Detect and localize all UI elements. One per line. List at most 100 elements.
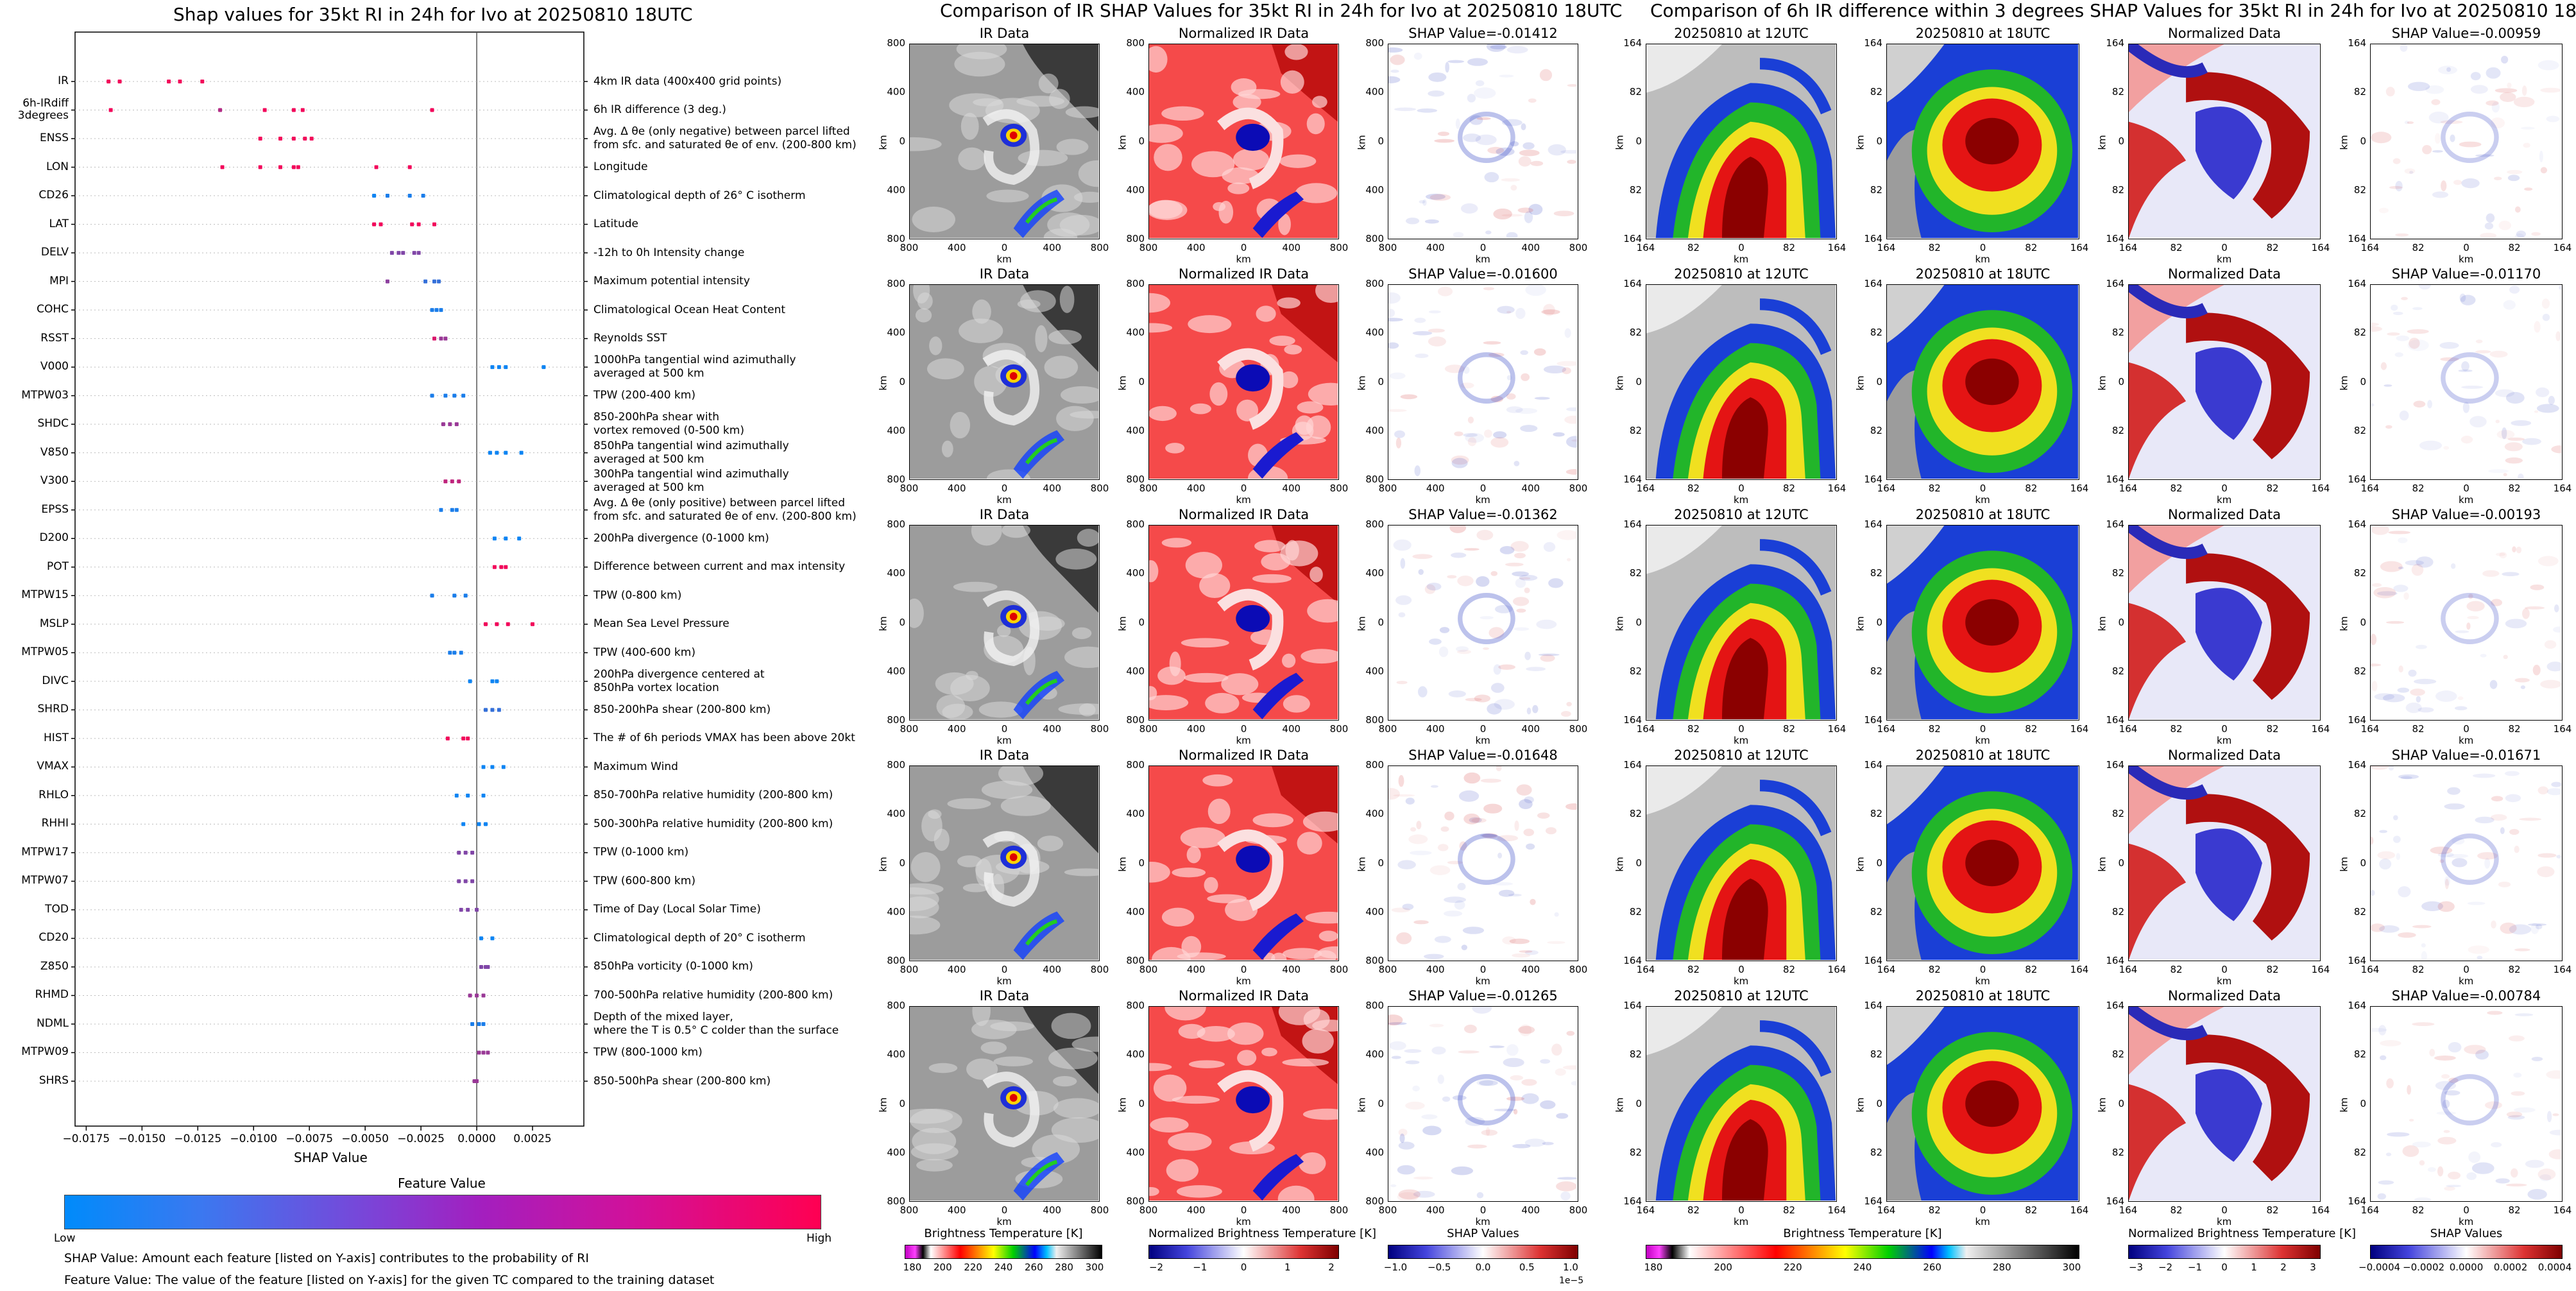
diff-background [1646, 285, 1836, 479]
feature-name-label: RHMD [35, 988, 69, 1002]
shap-point [430, 393, 434, 398]
shap-speckle [1463, 433, 1478, 438]
norm-cloud-patch [1306, 113, 1325, 135]
ndiff-cold [2195, 828, 2262, 921]
cloud-patch [972, 299, 991, 324]
cloud-patch [910, 137, 942, 151]
shap-ring [2441, 111, 2499, 163]
shap-speckle [1560, 711, 1571, 717]
shap-point [303, 137, 307, 141]
shap-speckle [2538, 1168, 2556, 1181]
xtick-label: 0 [1001, 242, 1008, 253]
shap-speckle [2552, 1113, 2559, 1116]
norm-cloud-patch [1238, 89, 1281, 99]
dry-region [1023, 285, 1098, 372]
xtick-label: 82 [2266, 242, 2279, 253]
shap-speckle [2380, 362, 2387, 370]
shap-speckle [2467, 615, 2479, 620]
shap-speckle [1391, 1056, 1401, 1059]
shap-speckle [1390, 1184, 1397, 1188]
shap-speckle [2409, 171, 2414, 174]
cloud-patch [1013, 843, 1041, 873]
feature-description: 850hPa vorticity (0-1000 km) [593, 960, 753, 973]
shap-speckle [1541, 309, 1560, 315]
shap-speckle [2518, 474, 2524, 479]
norm-background [1149, 766, 1338, 960]
xtick-label: −0.0075 [286, 1133, 334, 1145]
shap-speckle [2491, 796, 2503, 801]
norm-background [1149, 44, 1338, 238]
cloud-patch [1000, 796, 1051, 816]
cloud-patch [1018, 611, 1062, 640]
shap-speckle [1454, 431, 1463, 436]
xtick-label: 82 [2508, 242, 2521, 253]
spiral-band [982, 350, 1039, 426]
ytick-label: 164 [1623, 474, 1642, 485]
shap-speckle [1412, 330, 1433, 336]
xtick-label: 0 [1979, 964, 1986, 975]
panel-title: IR Data [979, 507, 1030, 522]
xtick-label: 400 [1043, 723, 1062, 735]
shap-speckle [2379, 858, 2392, 870]
shap-speckle [1425, 193, 1446, 200]
shap-speckle [1396, 932, 1412, 945]
shap-speckle [1492, 882, 1514, 886]
xtick-label: 164 [2360, 242, 2380, 253]
shap-speckle [1396, 681, 1408, 685]
xtick-label: 82 [2266, 723, 2279, 735]
convection-core [1005, 369, 1021, 383]
shap-speckle [2444, 878, 2449, 889]
shap-speckle [1494, 699, 1515, 710]
norm-cloud-patch [1180, 827, 1225, 848]
shap-speckle [2475, 339, 2483, 344]
norm-cloud-patch [1301, 649, 1338, 664]
ytick-label: 400 [1365, 567, 1384, 579]
norm-cloud-patch [1280, 70, 1304, 94]
yaxis-unit: km [1356, 1097, 1368, 1113]
ytick-label: 0 [1138, 616, 1145, 628]
shap-point [454, 793, 459, 798]
ytick-label: 164 [1864, 714, 1882, 726]
convection-core [1005, 128, 1021, 142]
ytick-label: 400 [1365, 327, 1384, 339]
xtick-label: 164 [2553, 723, 2572, 735]
convection-core [1000, 845, 1027, 869]
shap-speckle [1518, 1025, 1535, 1034]
yaxis-unit: km [877, 375, 889, 391]
shap-speckle [2471, 1162, 2495, 1174]
shap-speckle [1548, 144, 1566, 156]
diff-cloud-band [1942, 1061, 2042, 1154]
shap-speckle [1397, 1165, 1415, 1175]
cloud-patch [1048, 89, 1070, 109]
norm-cloud-patch [1185, 552, 1222, 579]
xtick-label: 400 [1282, 723, 1301, 735]
spiral-band [982, 1072, 1039, 1148]
shap-speckle [1557, 1177, 1577, 1180]
xaxis-unit: km [1734, 253, 1749, 265]
shap-speckle [2489, 350, 2508, 358]
shap-speckle [1404, 1049, 1422, 1053]
shap-background [1388, 766, 1577, 960]
xtick-label: 0 [2463, 242, 2469, 253]
norm-cloud-patch [1209, 382, 1228, 406]
colorbar [1646, 1245, 2079, 1259]
ytick-label: 82 [2353, 905, 2366, 918]
ndiff-warm [2129, 766, 2224, 834]
cloud-patch [1071, 1036, 1098, 1052]
feature-description: Climatological depth of 26° C isotherm [593, 189, 806, 202]
shap-speckle [1524, 950, 1539, 955]
shap-point [459, 907, 463, 912]
xtick-label: 164 [2070, 723, 2089, 735]
xtick-label: 800 [1090, 242, 1109, 253]
shap-speckle [2396, 335, 2409, 341]
shap-speckle [1499, 545, 1515, 554]
shap-speckle [1393, 794, 1415, 797]
panel-title: SHAP Value=-0.01600 [1408, 266, 1558, 282]
shap-speckle [1391, 907, 1410, 912]
diff-cloud-band [1911, 791, 2073, 954]
xtick-label: 800 [1329, 723, 1349, 735]
shap-speckle [2500, 922, 2517, 934]
shap-speckle [2468, 594, 2473, 599]
shap-speckle [2371, 403, 2375, 407]
xtick-label: 0 [2463, 1204, 2469, 1216]
